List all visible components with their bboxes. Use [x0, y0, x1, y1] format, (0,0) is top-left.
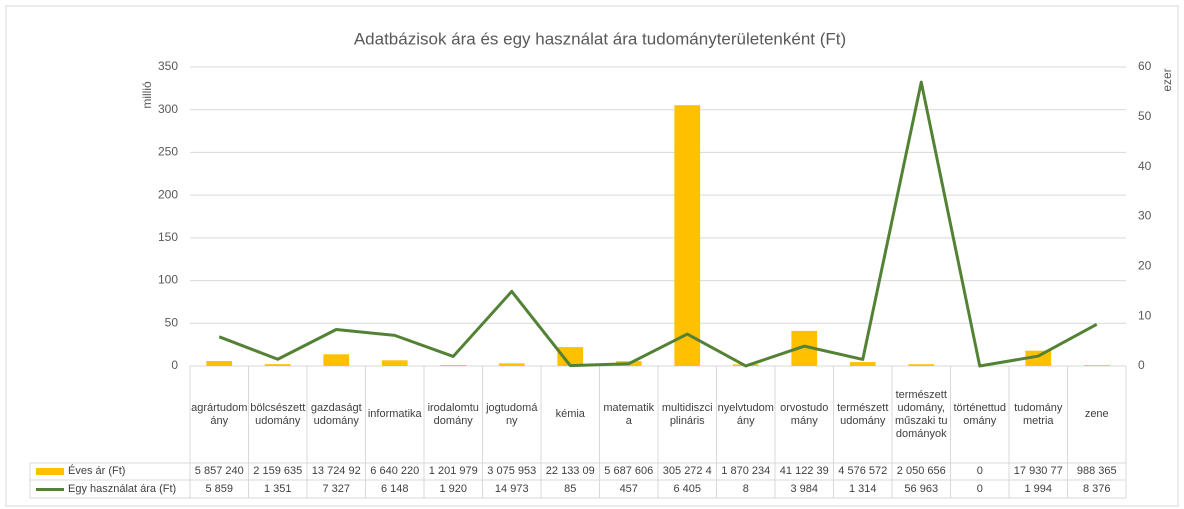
table-value: 8 — [742, 482, 749, 495]
category-label: irodalomtudomány — [427, 401, 479, 427]
table-value: 3 075 953 — [487, 465, 537, 477]
table-value: 6 148 — [380, 482, 409, 495]
table-value: 1 351 — [263, 482, 292, 495]
category-label: természettudomány — [837, 401, 889, 427]
y-tick-label: 150 — [158, 230, 178, 244]
y2-tick-label: 20 — [1138, 259, 1152, 273]
table-value: 305 272 4 — [662, 465, 712, 477]
legend-label: Egy használat ára (Ft) — [68, 482, 177, 495]
category-label: multidiszciplináris — [661, 401, 713, 427]
table-value: 5 687 606 — [604, 465, 654, 477]
category-label: gazdaságtudomány — [310, 401, 362, 427]
table-value: 22 133 09 — [545, 465, 595, 477]
bar — [440, 364, 467, 366]
bar — [1025, 350, 1052, 366]
category-label: természettudomány, műszaki tudományok — [894, 388, 948, 440]
chart-title: Adatbázisok ára és egy használat ára tud… — [354, 29, 846, 48]
table-value: 1 994 — [1024, 482, 1053, 495]
table-value: 2 159 635 — [253, 465, 303, 477]
table-value: 5 857 240 — [194, 465, 244, 477]
y-tick-label: 350 — [158, 59, 178, 73]
legend-label: Éves ár (Ft) — [68, 465, 126, 477]
table-value: 457 — [619, 482, 638, 495]
table-value: 56 963 — [904, 482, 939, 495]
legend-entry: Egy használat ára (Ft) — [30, 480, 190, 498]
category-label: nyelvtudomány — [717, 401, 774, 427]
table-value: 17 930 77 — [1013, 465, 1063, 477]
table-value: 14 973 — [494, 482, 529, 495]
category-label: matematika — [603, 401, 655, 427]
bar — [206, 360, 233, 366]
bar — [381, 360, 408, 366]
category-label: agrártudomány — [191, 401, 248, 427]
category-label: zene — [1084, 408, 1109, 420]
table-value: 3 984 — [790, 482, 819, 495]
y2-tick-label: 30 — [1138, 209, 1152, 223]
bar — [498, 363, 525, 366]
bar — [1083, 365, 1110, 366]
category-label: bölcsészettudomány — [250, 401, 306, 427]
table-value: 2 050 656 — [896, 465, 946, 477]
y2-tick-label: 0 — [1138, 358, 1145, 372]
y2-tick-label: 10 — [1138, 308, 1152, 322]
table-value: 13 724 92 — [311, 465, 361, 477]
table-value: 0 — [976, 482, 983, 495]
chart-border — [5, 5, 1179, 507]
y2-tick-label: 40 — [1138, 159, 1152, 173]
y-tick-label: 200 — [158, 187, 178, 201]
table-value: 5 859 — [205, 482, 234, 495]
bar — [849, 362, 876, 366]
bar — [264, 364, 291, 366]
table-value: 85 — [564, 482, 577, 495]
y2-tick-label: 50 — [1138, 109, 1152, 123]
table-value: 8 376 — [1082, 482, 1111, 495]
y2-tick-label: 60 — [1138, 59, 1152, 73]
y2-axis-label: ezer — [1160, 68, 1174, 91]
table-value: 0 — [976, 465, 983, 477]
legend-swatch — [36, 487, 64, 491]
y-axis-label: millió — [140, 81, 154, 109]
legend-entry: Éves ár (Ft) — [30, 463, 190, 480]
category-label: kémia — [555, 408, 585, 420]
category-label: orvostudomány — [780, 401, 829, 427]
y-tick-label: 100 — [158, 273, 178, 287]
bar — [908, 364, 935, 366]
legend-swatch — [36, 468, 64, 475]
table-value: 4 576 572 — [838, 465, 888, 477]
table-value: 1 201 979 — [428, 465, 478, 477]
bar — [557, 347, 584, 366]
bar — [323, 354, 350, 366]
table-value: 1 870 234 — [721, 465, 771, 477]
y-tick-label: 250 — [158, 145, 178, 159]
table-value: 6 640 220 — [370, 465, 420, 477]
table-value: 6 405 — [673, 482, 702, 495]
table-value: 1 920 — [439, 482, 468, 495]
y-tick-label: 0 — [171, 358, 178, 372]
table-value: 7 327 — [322, 482, 351, 495]
y-tick-label: 50 — [165, 315, 179, 329]
category-label: tudománymetria — [1014, 401, 1063, 427]
table-value: 988 365 — [1076, 465, 1117, 477]
table-value: 1 314 — [848, 482, 877, 495]
category-label: informatika — [367, 408, 422, 420]
table-value: 41 122 39 — [779, 465, 829, 477]
category-label: jogtudomány — [486, 401, 538, 427]
line — [218, 80, 1098, 368]
category-label: történettudomány — [953, 401, 1007, 427]
y-tick-label: 300 — [158, 102, 178, 116]
bar — [674, 105, 701, 367]
